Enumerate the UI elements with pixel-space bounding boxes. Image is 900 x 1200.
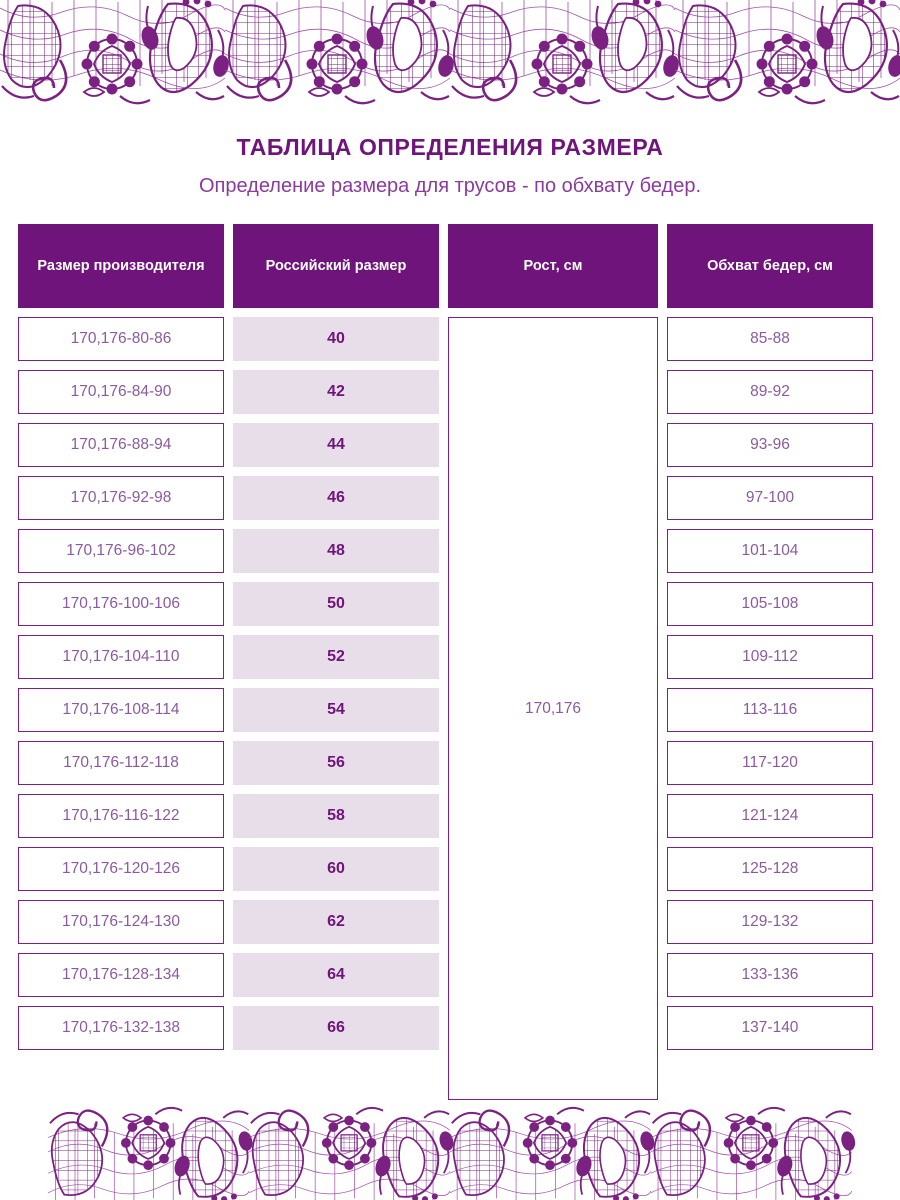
table-row: 46 <box>233 476 439 520</box>
column-height: 170,176 <box>448 317 658 1100</box>
table-row: 125-128 <box>667 847 873 891</box>
page-title: ТАБЛИЦА ОПРЕДЕЛЕНИЯ РАЗМЕРА <box>236 134 664 160</box>
table-row: 170,176-128-134 <box>18 953 224 997</box>
table-row: 97-100 <box>667 476 873 520</box>
table-row: 64 <box>233 953 439 997</box>
table-row: 40 <box>233 317 439 361</box>
column-header-russian-size: Российский размер <box>233 224 439 308</box>
column-header-height: Рост, см <box>448 224 658 308</box>
table-row: 93-96 <box>667 423 873 467</box>
table-row: 50 <box>233 582 439 626</box>
table-row: 54 <box>233 688 439 732</box>
table-row: 170,176-124-130 <box>18 900 224 944</box>
column-header-hips: Обхват бедер, см <box>667 224 873 308</box>
table-header-row: Размер производителя Российский размер Р… <box>18 224 882 308</box>
table-row: 170,176-100-106 <box>18 582 224 626</box>
size-table: Размер производителя Российский размер Р… <box>0 198 900 1100</box>
table-row: 170,176-84-90 <box>18 370 224 414</box>
table-row: 170,176-96-102 <box>18 529 224 573</box>
table-row: 101-104 <box>667 529 873 573</box>
column-russian-size: 40 42 44 46 48 50 52 54 56 58 60 62 64 66 <box>233 317 439 1100</box>
table-row: 44 <box>233 423 439 467</box>
column-header-manufacturer-size: Размер производителя <box>18 224 224 308</box>
table-row: 85-88 <box>667 317 873 361</box>
table-row: 58 <box>233 794 439 838</box>
table-row: 109-112 <box>667 635 873 679</box>
table-row: 170,176-88-94 <box>18 423 224 467</box>
table-row: 121-124 <box>667 794 873 838</box>
table-row: 170,176-104-110 <box>18 635 224 679</box>
column-manufacturer-size: 170,176-80-86 170,176-84-90 170,176-88-94 1… <box>18 317 224 1100</box>
table-row: 42 <box>233 370 439 414</box>
table-row: 170,176-92-98 <box>18 476 224 520</box>
table-row: 137-140 <box>667 1006 873 1050</box>
table-row: 170,176-132-138 <box>18 1006 224 1050</box>
table-row: 89-92 <box>667 370 873 414</box>
height-merged-cell: 170,176 <box>448 317 658 1100</box>
table-row: 60 <box>233 847 439 891</box>
table-row: 170,176-116-122 <box>18 794 224 838</box>
table-row: 170,176-120-126 <box>18 847 224 891</box>
lace-floral-border-top-icon <box>0 0 900 112</box>
table-row: 170,176-112-118 <box>18 741 224 785</box>
table-row: 113-116 <box>667 688 873 732</box>
table-row: 170,176-108-114 <box>18 688 224 732</box>
heading-block: ТАБЛИЦА ОПРЕДЕЛЕНИЯ РАЗМЕРА Определение … <box>0 112 900 198</box>
column-hips: 85-88 89-92 93-96 97-100 101-104 105-108 109-1… <box>667 317 873 1100</box>
table-row: 48 <box>233 529 439 573</box>
page-subtitle: Определение размера для трусов - по обхв… <box>198 175 702 197</box>
table-body: 170,176-80-86 170,176-84-90 170,176-88-94 1… <box>18 317 882 1100</box>
table-row: 129-132 <box>667 900 873 944</box>
table-row: 105-108 <box>667 582 873 626</box>
table-row: 133-136 <box>667 953 873 997</box>
table-row: 66 <box>233 1006 439 1050</box>
table-row: 117-120 <box>667 741 873 785</box>
table-row: 52 <box>233 635 439 679</box>
table-row: 170,176-80-86 <box>18 317 224 361</box>
table-row: 62 <box>233 900 439 944</box>
table-row: 56 <box>233 741 439 785</box>
lace-floral-border-bottom-icon <box>0 1100 900 1200</box>
